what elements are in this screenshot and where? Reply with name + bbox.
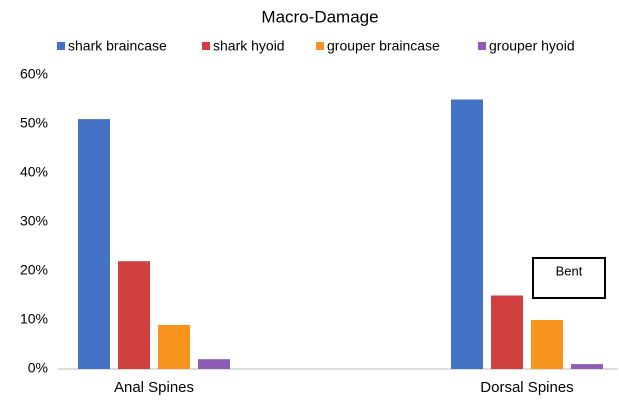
bar bbox=[491, 295, 523, 369]
bar bbox=[531, 320, 563, 369]
y-tick-label: 60% bbox=[20, 66, 48, 82]
x-tick-label: Anal Spines bbox=[114, 379, 194, 396]
y-tick-label: 20% bbox=[20, 262, 48, 278]
legend-label: shark hyoid bbox=[213, 38, 285, 54]
legend-swatch bbox=[57, 42, 65, 50]
legend-label: shark braincase bbox=[68, 38, 167, 54]
legend-swatch bbox=[202, 42, 210, 50]
legend-swatch bbox=[316, 42, 324, 50]
legend-swatch bbox=[478, 42, 486, 50]
legend-label: grouper braincase bbox=[327, 38, 440, 54]
bar bbox=[198, 359, 230, 369]
bar bbox=[158, 324, 190, 369]
bar bbox=[451, 99, 483, 369]
x-tick-label: Dorsal Spines bbox=[480, 379, 573, 396]
chart-title: Macro-Damage bbox=[261, 7, 378, 26]
bar bbox=[571, 364, 603, 369]
y-tick-label: 50% bbox=[20, 115, 48, 131]
bar bbox=[118, 261, 150, 369]
bar bbox=[78, 119, 110, 369]
y-tick-label: 10% bbox=[20, 311, 48, 327]
y-tick-label: 0% bbox=[28, 360, 48, 376]
annotation: Bent bbox=[556, 263, 583, 278]
y-tick-label: 30% bbox=[20, 213, 48, 229]
y-tick-label: 40% bbox=[20, 164, 48, 180]
legend-label: grouper hyoid bbox=[489, 38, 575, 54]
annotation-box bbox=[532, 257, 606, 299]
